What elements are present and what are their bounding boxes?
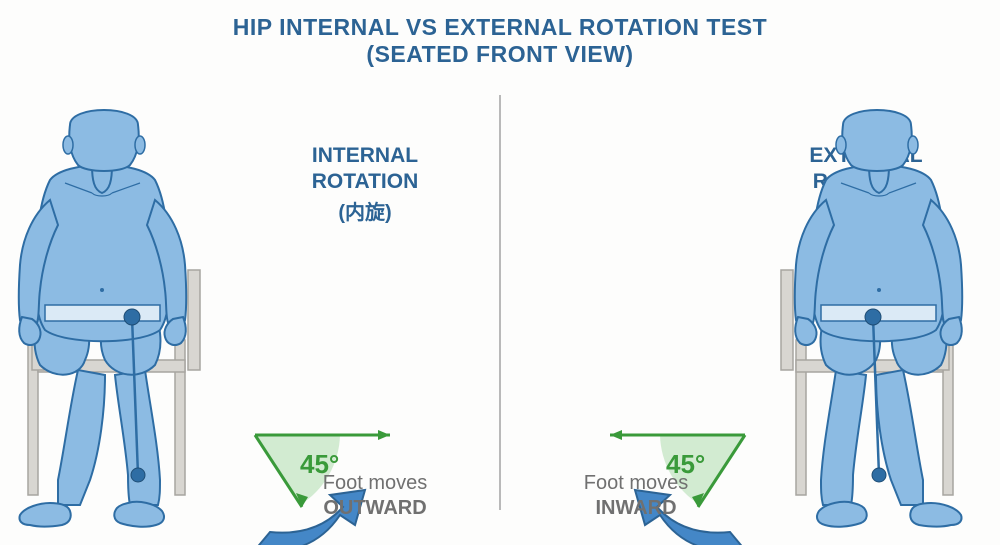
title-line1: HIP INTERNAL VS EXTERNAL ROTATION TEST [0,14,1000,41]
title-line2: (SEATED FRONT VIEW) [0,41,1000,68]
foot-moves-text-external: Foot moves INWARD [561,471,711,521]
angle-diagram-external: 45° [501,95,1000,515]
panel-external-rotation: EXTERNAL ROTATION (外旋) [501,95,1000,515]
panel-internal-rotation: INTERNAL ROTATION (内旋) [0,95,499,515]
root-container: HIP INTERNAL VS EXTERNAL ROTATION TEST (… [0,0,1000,545]
foot-moves-text-internal: Foot moves OUTWARD [300,471,450,521]
title-block: HIP INTERNAL VS EXTERNAL ROTATION TEST (… [0,14,1000,68]
angle-diagram-internal: 45° [0,95,499,515]
